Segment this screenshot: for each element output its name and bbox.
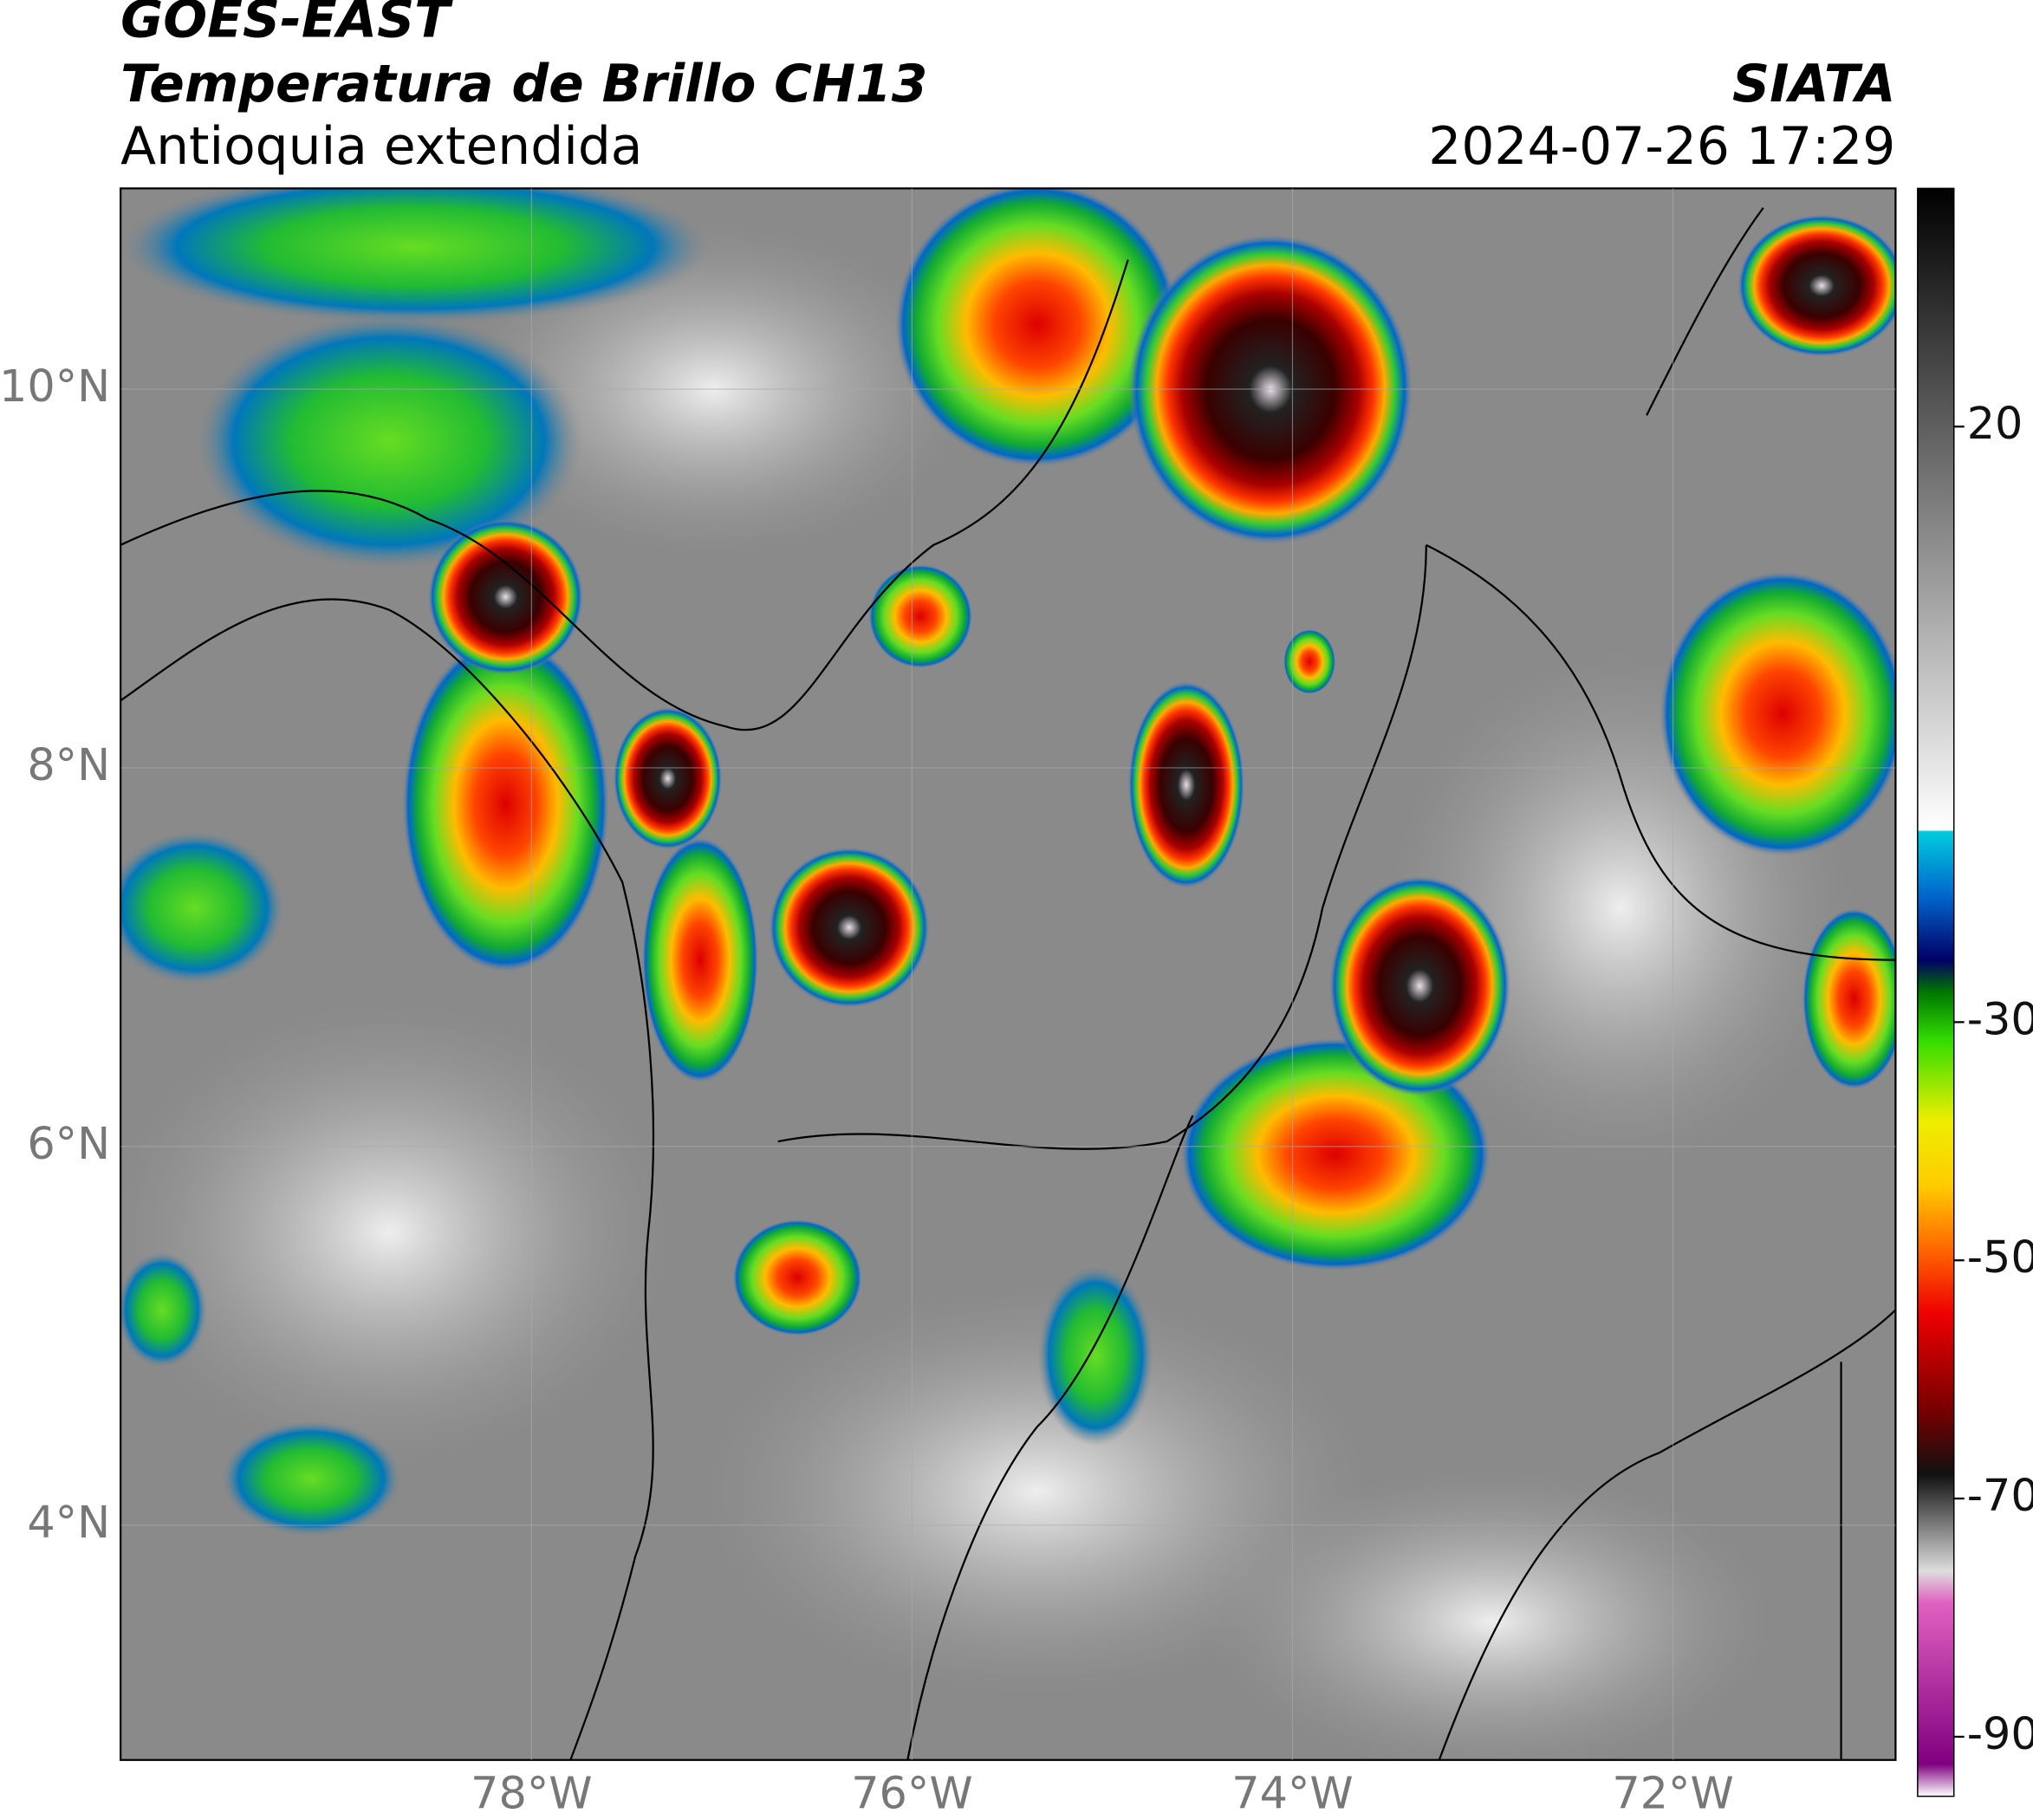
colorbar-tick-label: -50 <box>1967 1232 2033 1283</box>
colorbar-tick-label: 20 <box>1967 398 2023 449</box>
x-tick-label: 78°W <box>471 1768 592 1819</box>
colorbar-tick-label: -30 <box>1967 993 2033 1044</box>
map-frame <box>120 187 1897 1761</box>
datetime: 2024-07-26 17:29 <box>1428 116 1895 177</box>
x-tick-label: 72°W <box>1612 1768 1733 1819</box>
source: SIATA <box>1732 54 1895 114</box>
colorbar <box>1917 187 1955 1797</box>
x-tick-label: 74°W <box>1231 1768 1353 1819</box>
y-tick-label: 4°N <box>27 1497 110 1548</box>
x-tick-label: 76°W <box>851 1768 972 1819</box>
subtitle: Temperatura de Brillo CH13 <box>120 54 927 114</box>
colorbar-tick-label: -90 <box>1967 1708 2033 1759</box>
colorbar-tick-label: -70 <box>1967 1470 2033 1521</box>
y-tick-label: 6°N <box>27 1118 110 1169</box>
y-tick-label: 8°N <box>27 739 110 790</box>
region: Antioquia extendida <box>120 116 642 177</box>
title: GOES-EAST <box>120 0 453 49</box>
satellite-image <box>120 188 1896 1760</box>
y-tick-label: 10°N <box>0 361 110 412</box>
